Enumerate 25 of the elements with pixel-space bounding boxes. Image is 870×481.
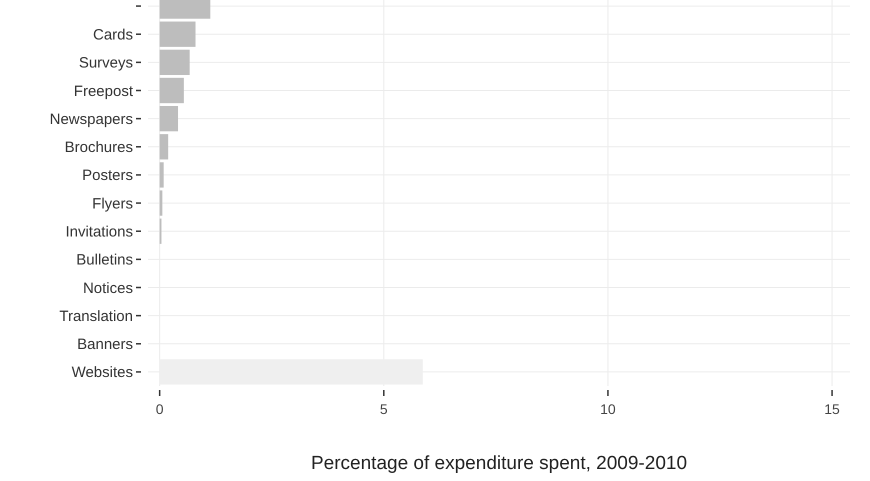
x-tick-label: 0 [156, 401, 164, 417]
bar [160, 106, 178, 132]
bar [160, 134, 168, 160]
y-tick-label: Surveys [78, 54, 133, 72]
y-tick-label: Newspapers [50, 110, 133, 128]
y-tick-label: Cards [92, 26, 133, 44]
y-tick-label: Websites [72, 364, 133, 382]
bar [160, 162, 164, 188]
y-tick-label: Invitations [65, 223, 133, 240]
bar [160, 22, 196, 47]
y-tick-label: Freepost [74, 82, 134, 100]
y-tick-label: Translation [59, 308, 133, 325]
y-tick-label: Banners [77, 336, 133, 354]
x-tick-label: 10 [600, 401, 616, 417]
x-tick-label: 5 [380, 401, 388, 417]
y-tick-label: Bulletins [76, 252, 133, 269]
y-tick-label: Flyers [92, 195, 133, 212]
y-tick-label: Posters [82, 167, 133, 184]
y-tick-label: Notices [82, 280, 133, 297]
bar [160, 78, 184, 104]
x-axis-title: Percentage of expenditure spent, 2009-2010 [310, 453, 688, 474]
y-tick-label: Brochures [64, 139, 133, 156]
x-tick-label: 15 [824, 401, 840, 417]
bar [160, 50, 190, 76]
bar [160, 190, 162, 216]
